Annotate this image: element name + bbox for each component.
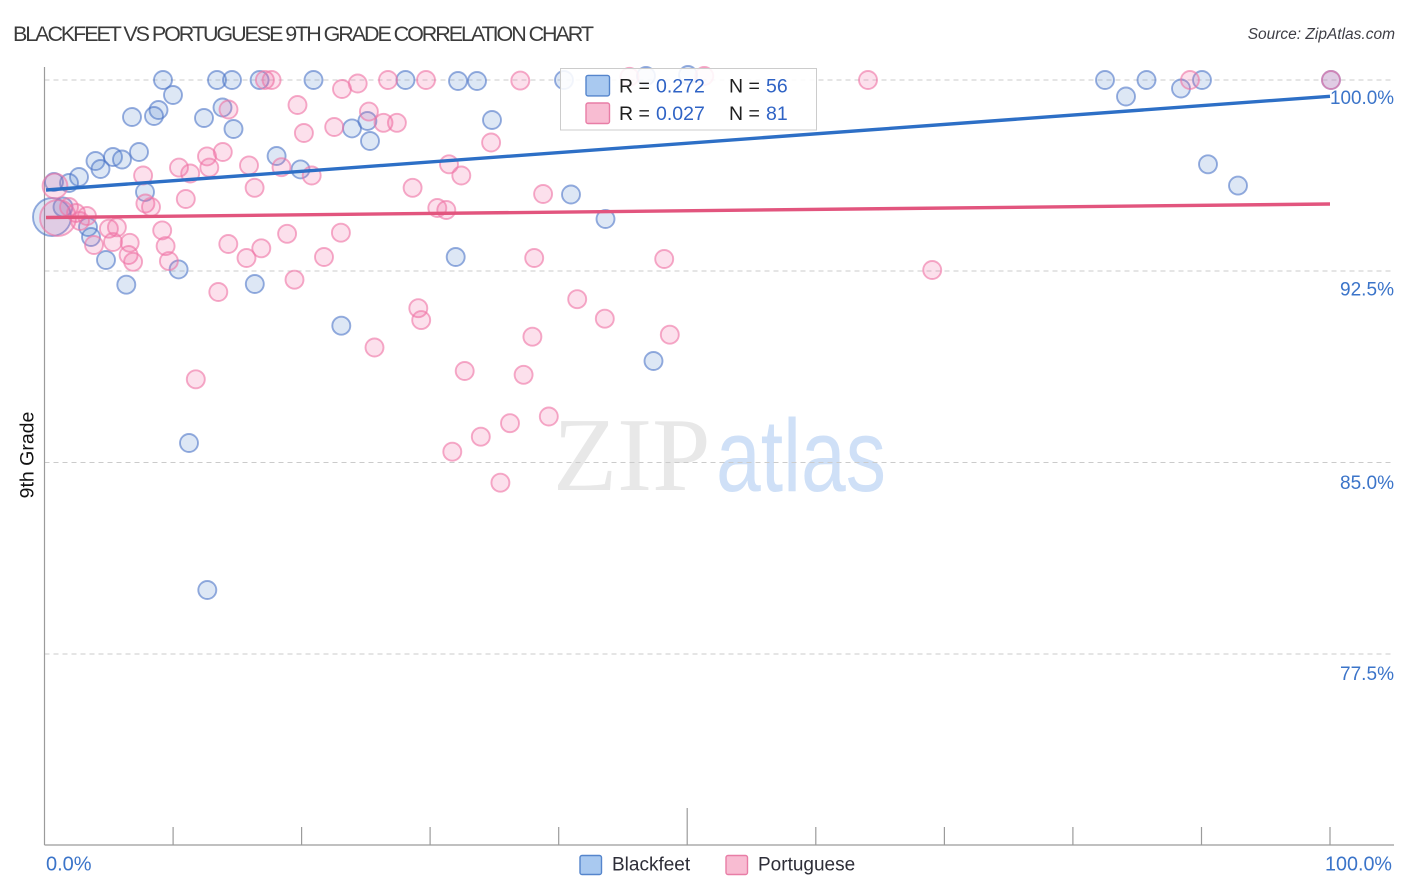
svg-text:81: 81 — [766, 103, 788, 125]
svg-text:0.0%: 0.0% — [46, 854, 92, 876]
svg-text:Source: ZipAtlas.com: Source: ZipAtlas.com — [1248, 26, 1395, 43]
svg-text:92.5%: 92.5% — [1340, 279, 1394, 301]
svg-text:77.5%: 77.5% — [1340, 663, 1394, 685]
svg-text:0.027: 0.027 — [656, 103, 705, 125]
svg-text:R =: R = — [619, 103, 650, 125]
svg-text:100.0%: 100.0% — [1325, 854, 1392, 876]
svg-text:Portuguese: Portuguese — [758, 855, 855, 876]
svg-text:0.272: 0.272 — [656, 76, 705, 98]
svg-text:N =: N = — [729, 103, 760, 125]
svg-text:Blackfeet: Blackfeet — [612, 855, 691, 876]
svg-text:85.0%: 85.0% — [1340, 472, 1394, 494]
svg-text:N =: N = — [729, 76, 760, 98]
svg-text:ZIP: ZIP — [553, 396, 711, 513]
svg-text:56: 56 — [766, 76, 788, 98]
svg-text:atlas: atlas — [716, 398, 886, 513]
svg-text:100.0%: 100.0% — [1330, 87, 1394, 109]
svg-text:BLACKFEET VS PORTUGUESE 9TH GR: BLACKFEET VS PORTUGUESE 9TH GRADE CORREL… — [13, 22, 594, 46]
svg-text:R =: R = — [619, 76, 650, 98]
svg-text:9th Grade: 9th Grade — [17, 412, 39, 499]
